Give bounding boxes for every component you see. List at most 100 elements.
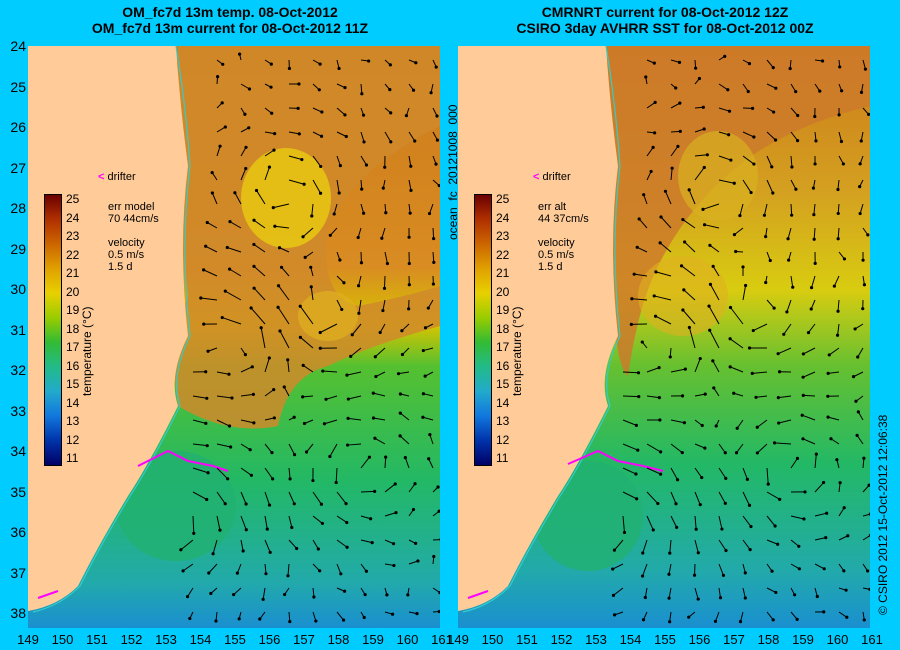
current-vector-head (390, 612, 395, 616)
current-vector (742, 155, 755, 165)
current-vector (694, 467, 703, 478)
current-vector-head (829, 437, 833, 441)
current-vector (734, 227, 744, 236)
current-vector-head (670, 166, 674, 170)
current-vector (766, 83, 777, 89)
current-vector-head (304, 450, 309, 454)
current-vector (718, 467, 727, 479)
current-vector (264, 563, 267, 574)
current-vector-head (826, 415, 830, 419)
lon-tick-label: 159 (362, 632, 384, 647)
current-vector-head (654, 270, 658, 274)
current-vector (336, 611, 344, 621)
current-vector-head (369, 517, 373, 521)
left-colorbar (44, 194, 62, 466)
current-vector-head (252, 264, 256, 268)
current-vector-head (679, 264, 684, 268)
lat-tick-label: 30 (10, 281, 26, 297)
current-vector-head (250, 365, 254, 369)
current-vector-head (211, 552, 215, 556)
current-vector-head (668, 620, 672, 624)
current-vector-head (373, 489, 377, 493)
current-vector-head (192, 531, 196, 535)
lon-tick-label: 161 (431, 632, 453, 647)
current-vector-head (363, 593, 367, 597)
current-vector (351, 323, 362, 336)
current-vector-head (288, 477, 292, 481)
current-vector-head (612, 613, 617, 617)
lon-tick-label: 149 (447, 632, 469, 647)
current-vector (694, 358, 701, 373)
current-vector-head (801, 352, 805, 356)
current-vector-head (658, 241, 662, 245)
current-vector (288, 179, 305, 185)
current-vector (642, 563, 648, 577)
current-vector-head (782, 332, 786, 336)
current-vector-head (776, 352, 780, 356)
current-vector-head (370, 541, 374, 545)
current-vector (423, 393, 434, 397)
current-vector-head (868, 533, 870, 537)
left-err-block: err model 70 44cm/s velocity 0.5 m/s 1.5… (108, 201, 159, 273)
current-vector (642, 539, 648, 554)
current-vector-head (334, 480, 338, 485)
current-vector-head (400, 329, 404, 333)
current-vector-head (434, 162, 438, 166)
current-vector-head (407, 283, 411, 287)
colorbar-tick-label: 25 (496, 192, 510, 206)
current-vector-head (845, 615, 849, 619)
current-vector-head (822, 610, 826, 614)
current-vector (742, 491, 750, 506)
current-vector (408, 483, 416, 493)
current-vector-head (371, 416, 376, 420)
current-vector-head (795, 139, 800, 143)
current-vector (790, 155, 793, 168)
current-vector (766, 131, 776, 141)
current-vector (774, 442, 792, 445)
current-vector (274, 225, 290, 229)
current-vector-head (292, 415, 296, 419)
current-vector-head (227, 267, 232, 271)
current-vector (312, 179, 321, 194)
current-vector-head (836, 187, 840, 192)
current-vector-head (297, 132, 301, 136)
current-vector-head (680, 394, 685, 398)
current-vector-head (764, 280, 768, 285)
current-vector-head (247, 87, 252, 91)
current-vector-head (842, 257, 847, 261)
current-vector (808, 323, 816, 333)
current-vector (813, 203, 816, 215)
current-vector-head (635, 497, 639, 501)
current-vector-head (341, 618, 346, 622)
current-vector-head (643, 595, 647, 600)
current-vector (260, 327, 266, 349)
left-current-vectors (179, 52, 440, 624)
colorbar-tick-label: 14 (496, 395, 510, 410)
lat-tick-label: 25 (10, 78, 26, 95)
current-vector-head (249, 473, 254, 477)
current-vector-head (734, 249, 738, 254)
current-vector-head (360, 187, 364, 191)
current-vector (814, 537, 826, 541)
current-vector-head (204, 421, 208, 425)
current-vector (336, 131, 347, 137)
current-vector (718, 587, 722, 598)
lon-tick-label: 155 (654, 632, 676, 647)
current-vector-head (787, 258, 791, 262)
current-vector-head (205, 220, 209, 225)
current-vector-head (659, 450, 663, 454)
current-vector (336, 155, 341, 166)
current-vector (288, 491, 295, 504)
current-vector (374, 437, 386, 445)
current-vector-head (220, 315, 224, 320)
current-vector-head (790, 165, 794, 169)
current-vector-head (812, 237, 816, 241)
current-vector (287, 563, 290, 576)
current-vector-head (612, 548, 617, 552)
current-vector-head (429, 91, 433, 95)
colorbar-tick-label: 20 (66, 284, 80, 299)
current-vector-head (388, 63, 392, 67)
current-vector (713, 387, 720, 397)
lon-tick-label: 155 (224, 632, 246, 647)
current-vector-head (809, 307, 813, 311)
